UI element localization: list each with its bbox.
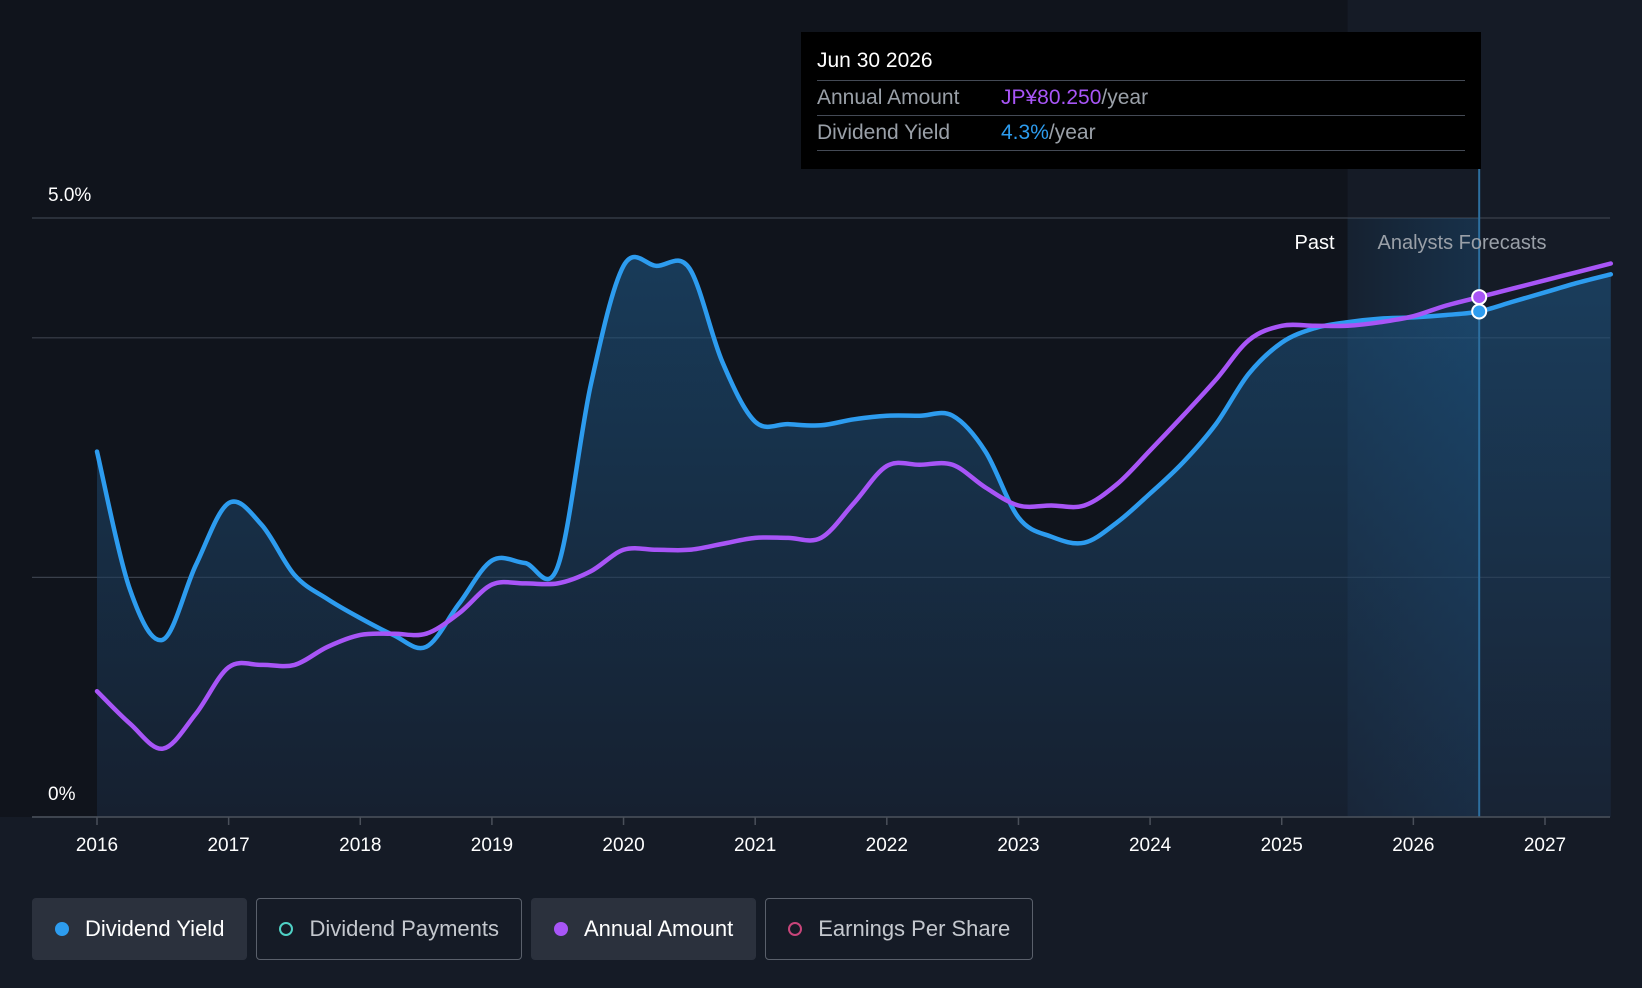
tooltip: Jun 30 2026 Annual Amount JP¥80.250 /yea… [801, 32, 1481, 169]
legend-label: Dividend Payments [309, 916, 499, 941]
tooltip-label: Dividend Yield [817, 121, 951, 144]
legend-label: Annual Amount [583, 916, 734, 941]
y-tick-label: 0% [48, 784, 76, 805]
dividend-payments-circle-icon [279, 922, 294, 936]
legend-dividend-yield-button[interactable]: Dividend Yield [32, 898, 248, 960]
analysts-forecasts-label: Analysts Forecasts [1378, 232, 1547, 254]
annual-amount-dot-icon [553, 922, 568, 936]
past-label: Past [1295, 232, 1335, 254]
x-tick-label: 2019 [471, 835, 513, 856]
tooltip-unit: /year [1048, 121, 1096, 144]
legend-label: Earnings Per Share [818, 916, 1011, 941]
highlight-marker [1471, 303, 1488, 320]
x-tick-label: 2020 [602, 835, 644, 856]
dividend-yield-line [94, 254, 1614, 651]
dividend-yield-dot-icon [55, 922, 69, 936]
x-tick-label: 2027 [1524, 835, 1566, 856]
x-tick-label: 2023 [997, 835, 1039, 856]
legend-dividend-payments-button[interactable]: Dividend Payments [256, 898, 522, 960]
x-tick-label: 2017 [207, 835, 249, 856]
x-tick-label: 2016 [76, 835, 118, 856]
x-tick-label: 2025 [1261, 835, 1303, 856]
x-tick-label: 2026 [1392, 835, 1434, 856]
y-tick-label: 5.0% [48, 185, 91, 206]
x-tick-label: 2024 [1129, 835, 1172, 856]
tooltip-value: JP¥80.250 [1001, 86, 1102, 109]
legend: Dividend Yield Dividend Payments Annual … [32, 898, 1034, 960]
x-axis-ticks: 2016 2017 2018 2019 2020 2021 2022 2023 2024 2025… [76, 817, 1566, 856]
tooltip-value: 4.3% [1001, 121, 1049, 144]
legend-label: Dividend Yield [85, 916, 225, 941]
legend-annual-amount-button[interactable]: Annual Amount [530, 898, 757, 960]
legend-earnings-per-share-button[interactable]: Earnings Per Share [765, 898, 1034, 960]
tooltip-date: Jun 30 2026 [817, 46, 1465, 81]
tooltip-unit: /year [1101, 86, 1149, 109]
x-tick-label: 2018 [339, 835, 381, 856]
y-axis-labels: 0% 5.0% [48, 185, 91, 805]
highlight-marker [1471, 289, 1488, 306]
tooltip-row-dividend-yield: Dividend Yield 4.3% /year [817, 116, 1465, 151]
tooltip-row-annual-amount: Annual Amount JP¥80.250 /year [817, 81, 1465, 116]
annual-amount-line [94, 261, 1614, 751]
x-tick-label: 2022 [866, 835, 908, 856]
highlight-markers [1471, 289, 1488, 320]
earnings-per-share-circle-icon [788, 922, 803, 936]
x-tick-label: 2021 [734, 835, 776, 856]
dividend-yield-area [97, 256, 1611, 817]
tooltip-label: Annual Amount [817, 86, 960, 109]
